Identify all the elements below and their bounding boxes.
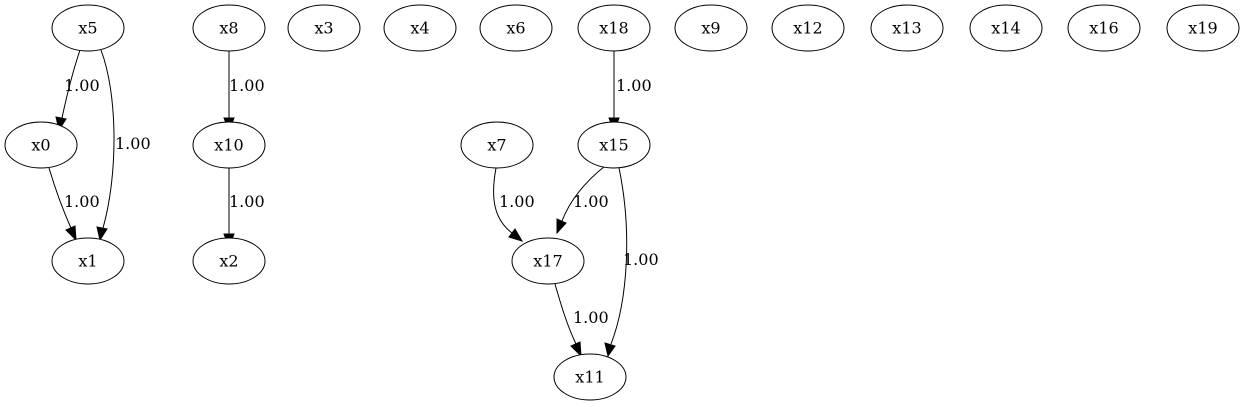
node-label: x16 bbox=[1089, 19, 1118, 38]
node-x19: x19 bbox=[1166, 4, 1240, 52]
node-label: x1 bbox=[78, 252, 97, 271]
edges: 1.00 1.00 1.00 1.00 1.00 1.00 bbox=[48, 49, 659, 358]
arrowhead bbox=[556, 218, 567, 235]
node-ellipse bbox=[192, 121, 266, 169]
node-label: x17 bbox=[533, 252, 562, 271]
edge-label: 1.00 bbox=[573, 308, 609, 327]
node-x1: x1 bbox=[51, 237, 125, 285]
node-x7: x7 bbox=[460, 121, 534, 169]
node-ellipse bbox=[577, 121, 651, 169]
node-x18: x18 bbox=[577, 4, 651, 52]
node-ellipse bbox=[1067, 4, 1141, 52]
edge-label: 1.00 bbox=[64, 76, 100, 95]
node-ellipse bbox=[460, 121, 534, 169]
edge-x17-x11: 1.00 bbox=[554, 283, 609, 358]
edge-line bbox=[61, 49, 81, 119]
edge-x8-x10: 1.00 bbox=[223, 51, 265, 133]
edge-x15-x17: 1.00 bbox=[556, 165, 609, 235]
arrowhead bbox=[570, 341, 582, 358]
arrowhead bbox=[96, 226, 108, 242]
node-label: x19 bbox=[1188, 19, 1217, 38]
edge-line bbox=[493, 167, 513, 234]
node-label: x9 bbox=[701, 19, 720, 38]
node-x10: x10 bbox=[192, 121, 266, 169]
node-ellipse bbox=[192, 4, 266, 52]
node-x11: x11 bbox=[553, 353, 627, 401]
edge-label: 1.00 bbox=[623, 250, 659, 269]
node-x4: x4 bbox=[383, 4, 457, 52]
node-label: x7 bbox=[487, 136, 506, 155]
edge-line bbox=[100, 49, 115, 229]
node-x5: x5 bbox=[51, 4, 125, 52]
node-label: x4 bbox=[410, 19, 429, 38]
node-label: x14 bbox=[991, 19, 1020, 38]
node-ellipse bbox=[479, 4, 553, 52]
node-ellipse bbox=[553, 353, 627, 401]
edge-line bbox=[48, 167, 72, 229]
node-ellipse bbox=[511, 237, 585, 285]
node-label: x12 bbox=[793, 19, 822, 38]
edge-x7-x17: 1.00 bbox=[493, 167, 535, 242]
node-x9: x9 bbox=[674, 4, 748, 52]
edge-label: 1.00 bbox=[64, 192, 100, 211]
node-x16: x16 bbox=[1067, 4, 1141, 52]
edge-x18-x15: 1.00 bbox=[608, 51, 652, 133]
node-ellipse bbox=[383, 4, 457, 52]
node-label: x3 bbox=[314, 19, 333, 38]
edge-x0-x1: 1.00 bbox=[48, 167, 100, 242]
edge-label: 1.00 bbox=[616, 76, 652, 95]
edge-x5-x0: 1.00 bbox=[55, 49, 100, 132]
edge-line bbox=[554, 283, 577, 345]
arrowhead bbox=[604, 342, 616, 358]
node-label: x5 bbox=[78, 19, 97, 38]
node-label: x0 bbox=[31, 136, 50, 155]
edge-x15-x11: 1.00 bbox=[604, 167, 659, 358]
node-label: x13 bbox=[892, 19, 921, 38]
node-x17: x17 bbox=[511, 237, 585, 285]
node-ellipse bbox=[969, 4, 1043, 52]
node-x2: x2 bbox=[192, 237, 266, 285]
node-ellipse bbox=[674, 4, 748, 52]
node-x15: x15 bbox=[577, 121, 651, 169]
node-x12: x12 bbox=[771, 4, 845, 52]
edge-label: 1.00 bbox=[229, 76, 265, 95]
edge-label: 1.00 bbox=[573, 192, 609, 211]
node-label: x2 bbox=[219, 252, 238, 271]
node-ellipse bbox=[577, 4, 651, 52]
node-ellipse bbox=[4, 121, 78, 169]
node-ellipse bbox=[51, 4, 125, 52]
edge-line bbox=[561, 165, 606, 222]
node-ellipse bbox=[192, 237, 266, 285]
nodes: x5 x8 x3 x4 x6 x18 x9 x12 bbox=[4, 4, 1240, 401]
node-label: x11 bbox=[575, 368, 604, 387]
edge-label: 1.00 bbox=[499, 192, 535, 211]
node-ellipse bbox=[287, 4, 361, 52]
edge-x10-x2: 1.00 bbox=[223, 167, 265, 249]
node-x13: x13 bbox=[870, 4, 944, 52]
node-x0: x0 bbox=[4, 121, 78, 169]
node-ellipse bbox=[1166, 4, 1240, 52]
node-label: x15 bbox=[599, 136, 628, 155]
node-ellipse bbox=[870, 4, 944, 52]
node-ellipse bbox=[51, 237, 125, 285]
node-x14: x14 bbox=[969, 4, 1043, 52]
node-label: x10 bbox=[214, 136, 243, 155]
node-x3: x3 bbox=[287, 4, 361, 52]
node-label: x18 bbox=[599, 19, 628, 38]
edge-x5-x1: 1.00 bbox=[96, 49, 151, 242]
node-label: x6 bbox=[506, 19, 525, 38]
node-label: x8 bbox=[219, 19, 238, 38]
edge-label: 1.00 bbox=[115, 134, 151, 153]
node-x8: x8 bbox=[192, 4, 266, 52]
edge-label: 1.00 bbox=[229, 192, 265, 211]
arrowhead bbox=[508, 228, 524, 242]
node-ellipse bbox=[771, 4, 845, 52]
arrowhead bbox=[65, 225, 77, 242]
node-x6: x6 bbox=[479, 4, 553, 52]
edge-line bbox=[610, 167, 628, 345]
